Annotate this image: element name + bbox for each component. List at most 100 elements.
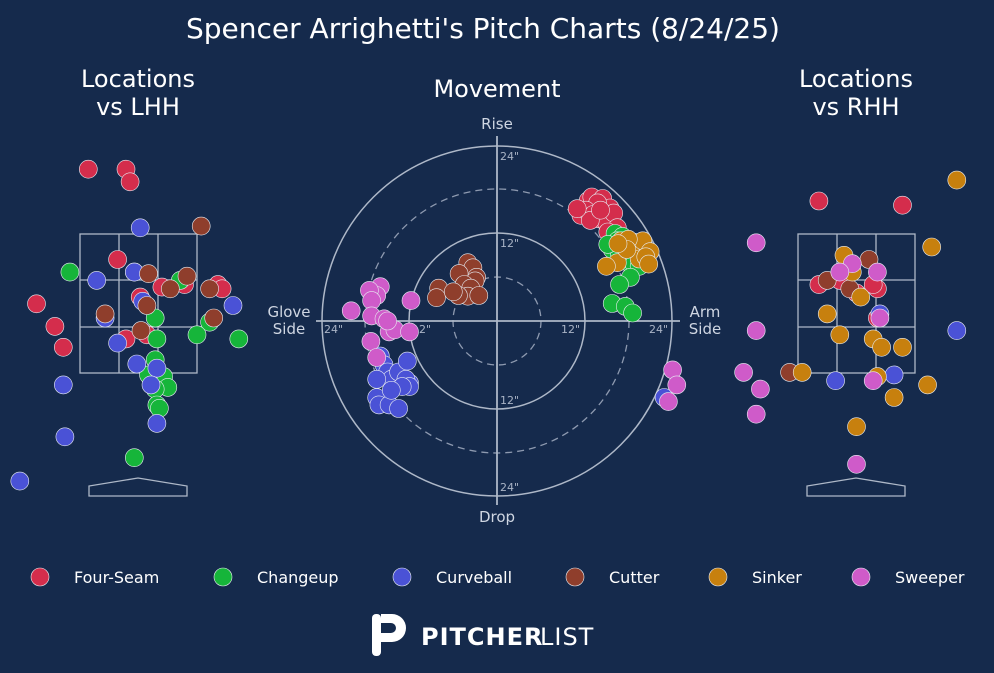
movement-point-sinker xyxy=(609,235,627,253)
movement-point-cutter xyxy=(444,283,462,301)
pitch-point-four-seam xyxy=(28,295,46,313)
pitch-point-four-seam xyxy=(79,160,97,178)
pitch-point-sinker xyxy=(793,363,811,381)
legend-label-curveball: Curveball xyxy=(436,568,512,587)
legend-marker-four-seam xyxy=(31,568,49,586)
movement-point-sweeper xyxy=(368,349,386,367)
movement-point-four-seam xyxy=(568,200,586,218)
pitch-point-cutter xyxy=(140,265,158,283)
chart-title: Spencer Arrighetti's Pitch Charts (8/24/… xyxy=(186,12,780,45)
movement-label-drop: Drop xyxy=(479,508,515,526)
pitch-point-sweeper xyxy=(747,322,765,340)
legend-marker-sinker xyxy=(709,568,727,586)
movement-point-changeup xyxy=(624,304,642,322)
pitch-point-sweeper xyxy=(668,376,686,394)
pitch-point-curveball xyxy=(54,376,72,394)
legend-marker-cutter xyxy=(566,568,584,586)
pitch-point-sinker xyxy=(873,338,891,356)
brand-text-bold: PITCHER xyxy=(421,623,543,651)
pitch-point-changeup xyxy=(148,330,166,348)
movement-title: Movement xyxy=(433,75,560,103)
pitch-point-curveball xyxy=(948,322,966,340)
pitch-point-cutter xyxy=(96,305,114,323)
movement-point-sweeper xyxy=(402,292,420,310)
movement-point-sweeper xyxy=(401,323,419,341)
movement-point-cutter xyxy=(470,287,488,305)
lhh-title-line2: vs LHH xyxy=(96,93,180,121)
pitch-point-four-seam xyxy=(121,173,139,191)
movement-point-curveball xyxy=(368,370,386,388)
pitch-point-curveball xyxy=(88,271,106,289)
pitch-point-cutter xyxy=(192,217,210,235)
pitch-point-cutter xyxy=(138,297,156,315)
lhh-title-line1: Locations xyxy=(81,65,195,93)
ring-label-top-12: 12" xyxy=(500,237,519,250)
legend-label-four-seam: Four-Seam xyxy=(74,568,159,587)
pitch-point-four-seam xyxy=(46,317,64,335)
pitch-point-sinker xyxy=(948,171,966,189)
pitch-point-sinker xyxy=(894,338,912,356)
pitch-point-curveball xyxy=(11,472,29,490)
pitch-point-curveball xyxy=(885,366,903,384)
pitch-point-sweeper xyxy=(751,380,769,398)
pitch-point-sinker xyxy=(852,288,870,306)
movement-point-curveball xyxy=(398,352,416,370)
legend-marker-sweeper xyxy=(852,568,870,586)
ring-label-right-24: 24" xyxy=(649,323,668,336)
pitch-point-sweeper xyxy=(659,393,677,411)
legend-label-sweeper: Sweeper xyxy=(895,568,965,587)
pitch-point-cutter xyxy=(161,280,179,298)
pitch-point-four-seam xyxy=(810,192,828,210)
movement-point-sweeper xyxy=(362,332,380,350)
pitch-point-sinker xyxy=(919,376,937,394)
pitch-point-sweeper xyxy=(868,263,886,281)
ring-label-bottom-24: 24" xyxy=(500,481,519,494)
movement-point-sweeper xyxy=(379,312,397,330)
movement-point-four-seam xyxy=(592,201,610,219)
pitch-point-curveball xyxy=(148,414,166,432)
pitch-point-changeup xyxy=(61,263,79,281)
pitch-point-cutter xyxy=(178,267,196,285)
movement-point-curveball xyxy=(382,381,400,399)
pitch-point-curveball xyxy=(128,355,146,373)
pitch-point-sinker xyxy=(831,326,849,344)
pitch-point-curveball xyxy=(56,428,74,446)
pitch-point-changeup xyxy=(125,449,143,467)
legend-marker-curveball xyxy=(393,568,411,586)
pitch-point-sweeper xyxy=(864,372,882,390)
pitch-point-cutter xyxy=(132,322,150,340)
pitch-point-sweeper xyxy=(871,309,889,327)
movement-label-arm-line1: Arm xyxy=(690,303,721,321)
pitch-point-curveball xyxy=(131,219,149,237)
movement-label-glove-line2: Side xyxy=(273,320,305,338)
rhh-title-line1: Locations xyxy=(799,65,913,93)
pitch-point-sinker xyxy=(818,305,836,323)
movement-point-sinker xyxy=(640,255,658,273)
ring-label-top-24: 24" xyxy=(500,150,519,163)
pitch-point-cutter xyxy=(201,280,219,298)
movement-point-sweeper xyxy=(342,302,360,320)
legend-label-changeup: Changeup xyxy=(257,568,339,587)
ring-label-bottom-12: 12" xyxy=(500,394,519,407)
pitch-point-sinker xyxy=(885,389,903,407)
movement-point-cutter xyxy=(428,289,446,307)
pitch-point-cutter xyxy=(205,309,223,327)
pitch-point-four-seam xyxy=(109,251,127,269)
pitch-point-curveball xyxy=(827,372,845,390)
rhh-title-line2: vs RHH xyxy=(812,93,899,121)
pitch-point-sweeper xyxy=(747,405,765,423)
pitch-point-changeup xyxy=(230,330,248,348)
pitch-point-sweeper xyxy=(831,263,849,281)
pitch-point-four-seam xyxy=(54,338,72,356)
ring-label-left-24: 24" xyxy=(324,323,343,336)
pitch-point-sweeper xyxy=(735,363,753,381)
pitch-point-sweeper xyxy=(848,455,866,473)
movement-label-rise: Rise xyxy=(481,115,513,133)
pitch-point-sinker xyxy=(848,418,866,436)
brand-text-light: LIST xyxy=(540,623,594,651)
legend-label-cutter: Cutter xyxy=(609,568,660,587)
pitch-point-four-seam xyxy=(894,196,912,214)
legend-marker-changeup xyxy=(214,568,232,586)
movement-point-changeup xyxy=(611,276,629,294)
